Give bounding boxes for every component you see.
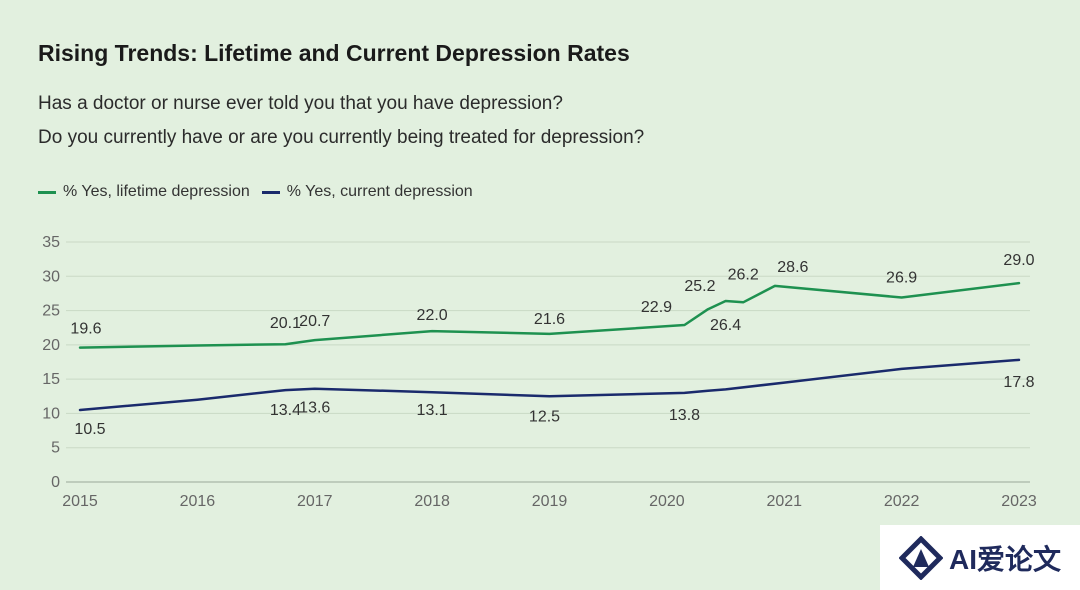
logo-text: AI爱论文	[948, 543, 1061, 575]
legend-item-lifetime: % Yes, lifetime depression	[38, 183, 250, 201]
data-label-lifetime: 25.2	[684, 278, 715, 295]
data-label-current: 13.1	[417, 402, 448, 419]
x-tick-label: 2015	[62, 493, 98, 510]
x-tick-label: 2021	[766, 493, 802, 510]
chart-title: Rising Trends: Lifetime and Current Depr…	[38, 40, 630, 66]
data-label-current: 17.8	[1003, 374, 1034, 391]
x-tick-label: 2023	[1001, 493, 1037, 510]
y-tick-label: 5	[51, 440, 60, 457]
y-tick-label: 0	[51, 474, 60, 491]
legend-label-lifetime: % Yes, lifetime depression	[63, 183, 250, 200]
data-label-current: 10.5	[74, 421, 105, 438]
chart-legend: % Yes, lifetime depression % Yes, curren…	[38, 183, 485, 201]
data-label-lifetime: 29.0	[1003, 252, 1034, 269]
x-tick-label: 2016	[180, 493, 216, 510]
legend-item-current: % Yes, current depression	[261, 183, 473, 201]
x-tick-label: 2020	[649, 493, 685, 510]
x-tick-label: 2018	[414, 493, 450, 510]
series-line-current	[78, 358, 1021, 412]
data-label-lifetime: 20.7	[299, 313, 330, 330]
data-label-lifetime: 26.9	[886, 270, 917, 287]
x-tick-label: 2017	[297, 493, 333, 510]
chart-subtitle-question-2: Do you currently have or are you current…	[38, 127, 645, 148]
data-label-lifetime: 20.1	[270, 315, 301, 332]
x-tick-label: 2022	[884, 493, 920, 510]
y-tick-label: 20	[42, 337, 60, 354]
data-label-lifetime: 22.0	[417, 307, 448, 324]
x-tick-label: 2019	[532, 493, 568, 510]
data-label-lifetime: 26.2	[728, 266, 759, 283]
data-label-current: 12.5	[529, 408, 560, 425]
legend-label-current: % Yes, current depression	[286, 183, 473, 200]
data-label-current: 13.8	[669, 407, 700, 424]
data-label-lifetime: 21.6	[534, 311, 565, 328]
y-tick-label: 10	[42, 405, 60, 422]
watermark-logo: AI爱论文	[880, 525, 1080, 590]
y-tick-label: 15	[42, 371, 60, 388]
legend-swatch-current	[261, 190, 280, 194]
data-label-lifetime: 19.6	[70, 321, 101, 338]
data-label-lifetime: 22.9	[641, 299, 672, 316]
series-line-lifetime	[78, 281, 1021, 349]
data-label-current: 13.6	[299, 400, 330, 417]
y-tick-label: 30	[42, 268, 60, 285]
data-label-current: 13.4	[270, 402, 301, 419]
legend-swatch-lifetime	[38, 190, 56, 194]
y-tick-label: 35	[42, 234, 60, 251]
logo-icon	[898, 535, 943, 580]
data-label-lifetime: 28.6	[777, 259, 808, 276]
y-tick-label: 25	[42, 303, 60, 320]
chart-subtitle-question-1: Has a doctor or nurse ever told you that…	[38, 93, 563, 114]
data-label-lifetime: 26.4	[710, 317, 741, 334]
